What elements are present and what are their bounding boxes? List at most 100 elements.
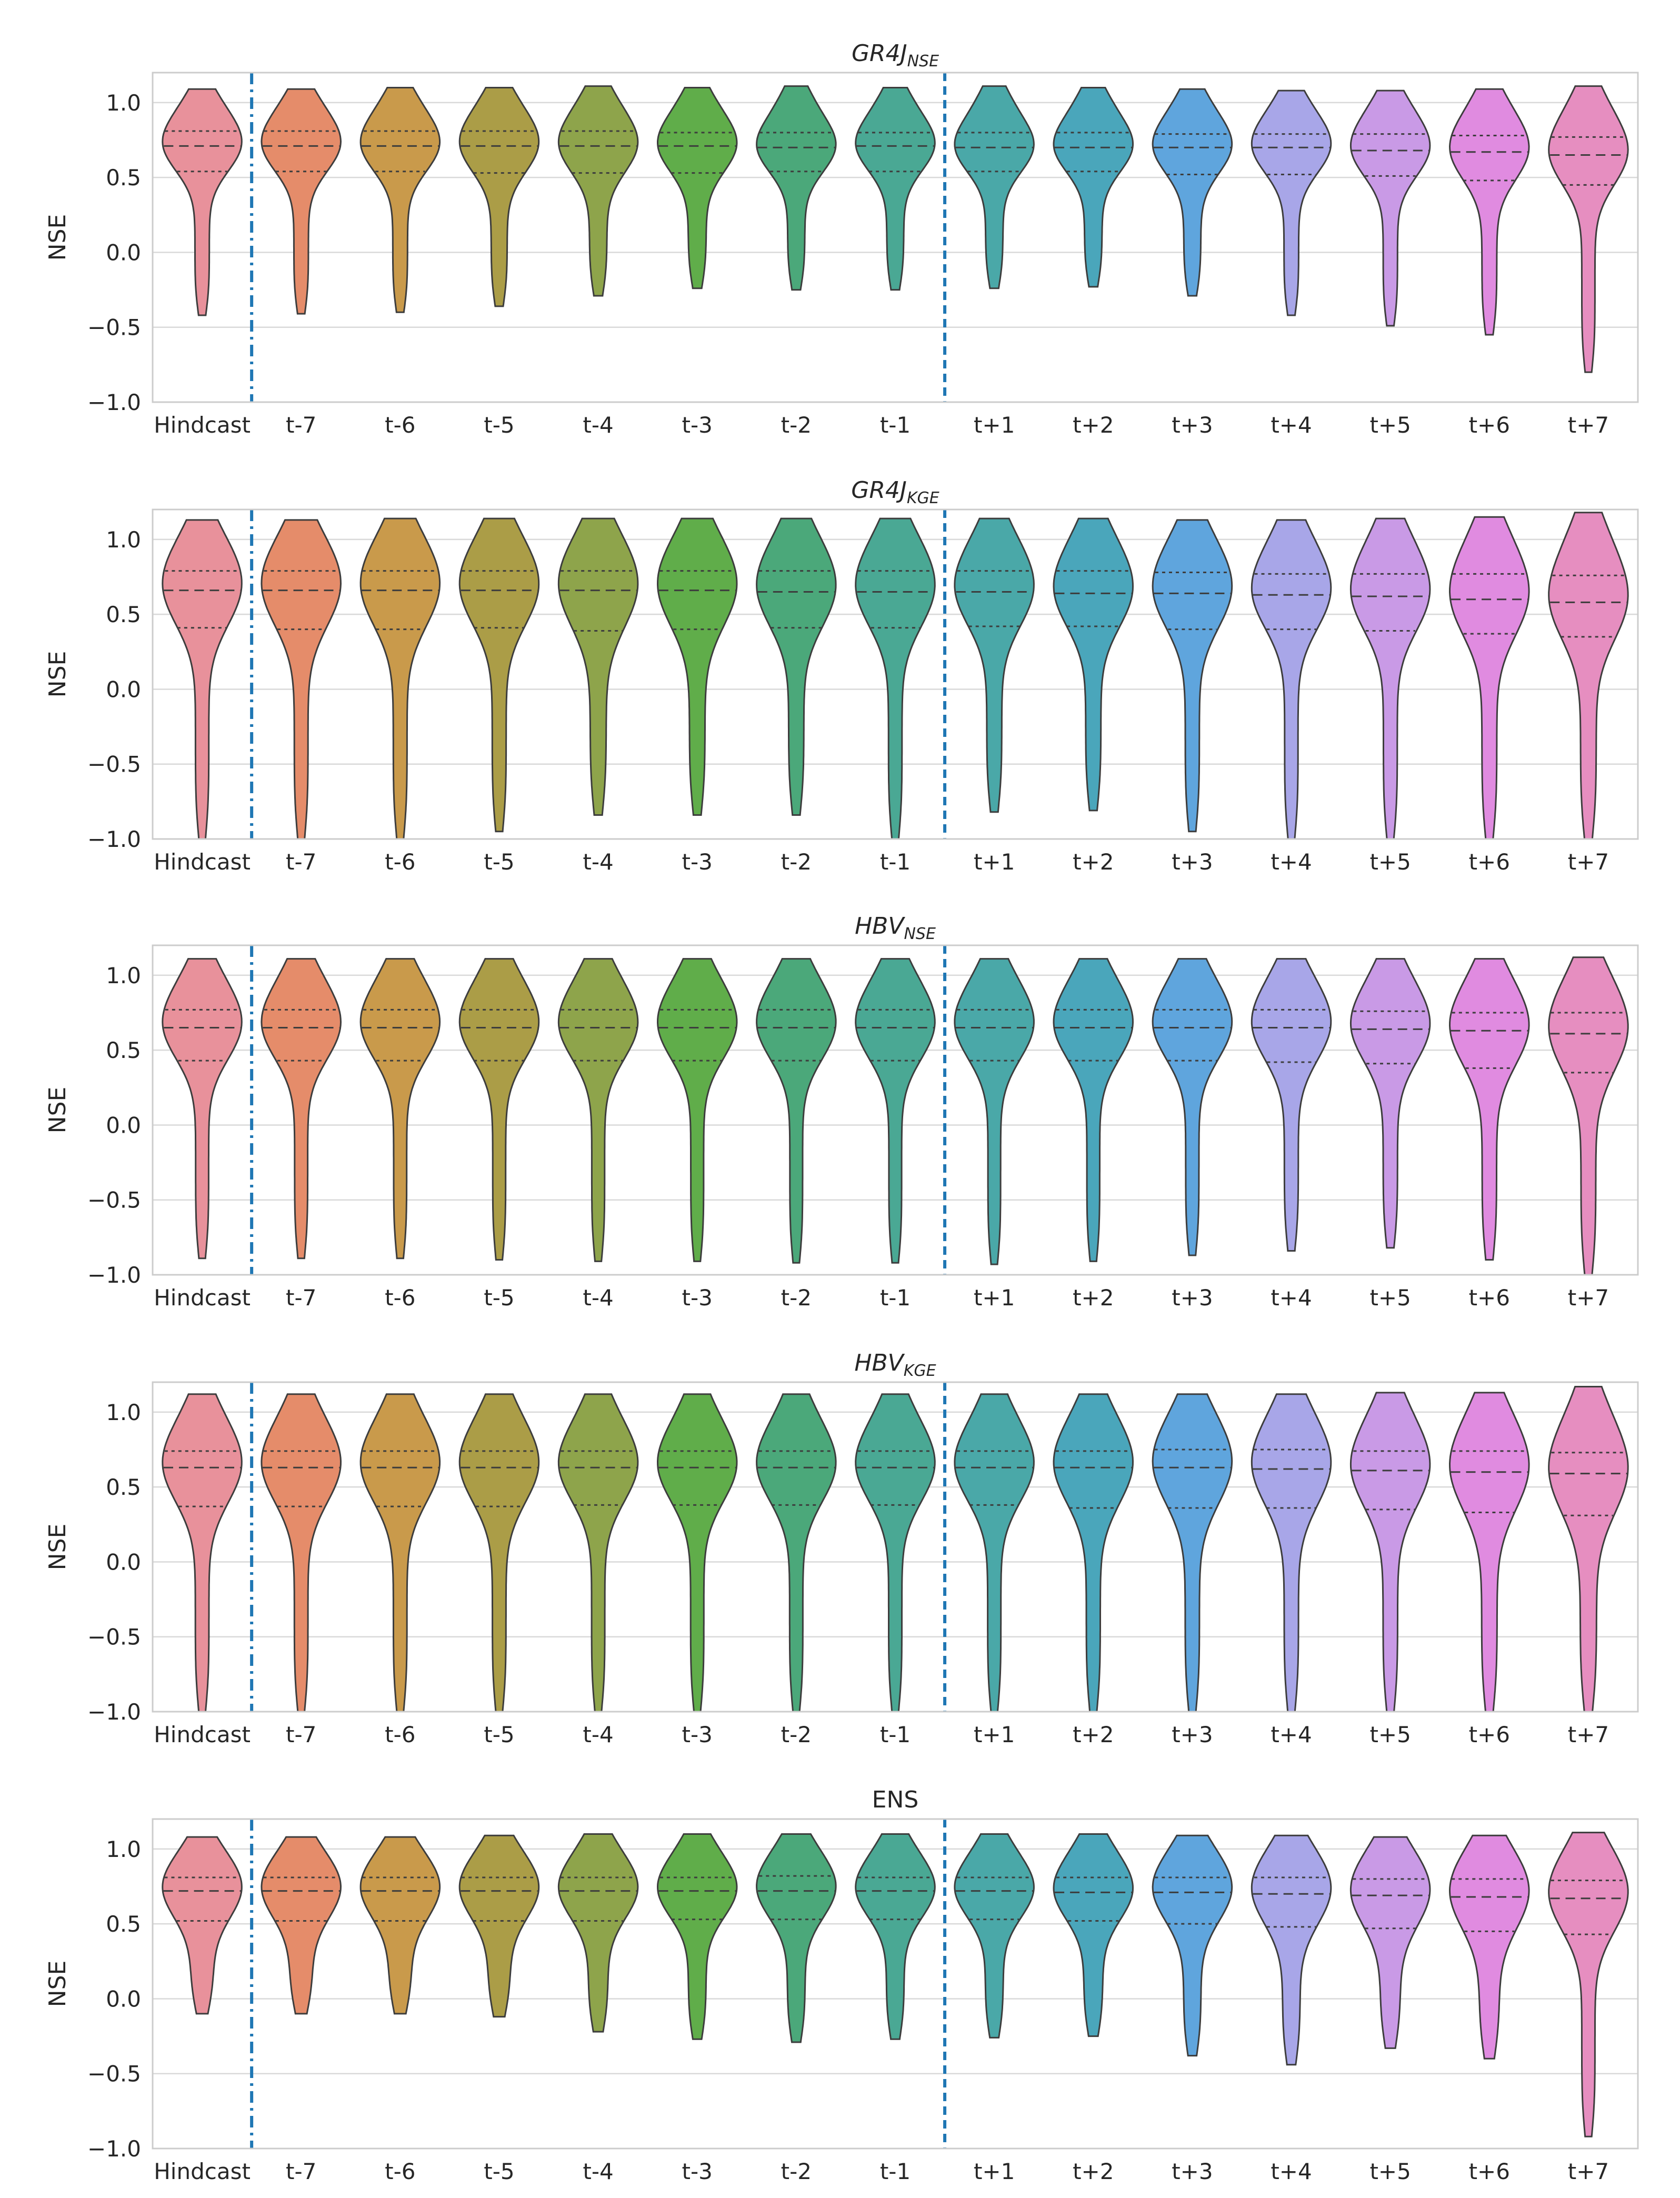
ytick-label-1: 1.0 bbox=[106, 527, 141, 553]
xtick-label-t+7: t+7 bbox=[1568, 849, 1609, 875]
xtick-label-t+5: t+5 bbox=[1369, 1722, 1411, 1747]
panel-title-subscript: NSE bbox=[904, 925, 935, 943]
violin-t-3 bbox=[656, 517, 738, 816]
panel-title-subscript: KGE bbox=[907, 489, 939, 507]
violin-Hindcast bbox=[162, 1836, 243, 2015]
violin-t-1 bbox=[855, 517, 936, 839]
violin-t-3 bbox=[657, 87, 738, 289]
violin-t-2 bbox=[756, 958, 837, 1264]
xtick-label-t+1: t+1 bbox=[974, 2159, 1015, 2184]
axes-frame bbox=[152, 72, 1639, 403]
violin-t-6 bbox=[359, 1393, 441, 1712]
violin-t-6 bbox=[359, 958, 441, 1260]
xtick-label-Hindcast: Hindcast bbox=[154, 1285, 251, 1311]
xtick-label-t+7: t+7 bbox=[1568, 412, 1609, 438]
violin-t+5 bbox=[1349, 1392, 1431, 1712]
violin-t+3 bbox=[1152, 519, 1233, 833]
panel-1: 1.0 0.5 0.0 −0.5 −1.0 Hindcast t-7 t-6 t-5 t-4 t-3… bbox=[44, 40, 1639, 438]
y-axis-label: NSE bbox=[44, 1961, 71, 2007]
violin-t-1 bbox=[855, 87, 936, 291]
violin-t+7 bbox=[1548, 85, 1629, 373]
xtick-label-t+1: t+1 bbox=[974, 1285, 1015, 1311]
xtick-label-t-5: t-5 bbox=[484, 849, 514, 875]
xtick-label-t+3: t+3 bbox=[1172, 2159, 1213, 2184]
xtick-label-t+5: t+5 bbox=[1369, 2159, 1411, 2184]
panel-title-main: GR4J bbox=[852, 40, 907, 67]
xtick-label-t+4: t+4 bbox=[1271, 2159, 1312, 2184]
violin-t-5 bbox=[458, 1834, 540, 2018]
xtick-label-t+1: t+1 bbox=[974, 849, 1015, 875]
xtick-label-t+3: t+3 bbox=[1172, 1722, 1213, 1747]
xtick-label-Hindcast: Hindcast bbox=[154, 412, 251, 438]
xtick-label-t-4: t-4 bbox=[583, 849, 613, 875]
xtick-label-t-6: t-6 bbox=[385, 1722, 415, 1747]
violin-t-2 bbox=[756, 1833, 837, 2043]
xtick-label-t+5: t+5 bbox=[1369, 412, 1411, 438]
violin-t-7 bbox=[261, 1393, 342, 1712]
xtick-label-t+7: t+7 bbox=[1568, 1722, 1609, 1747]
panel-3: 1.0 0.5 0.0 −0.5 −1.0 Hindcast t-7 t-6 t-5 t-4 t-3… bbox=[44, 913, 1639, 1311]
violin-t+6 bbox=[1448, 1834, 1530, 2060]
violin-t-7 bbox=[261, 88, 342, 315]
xtick-label-Hindcast: Hindcast bbox=[154, 849, 251, 875]
xtick-label-t+4: t+4 bbox=[1271, 849, 1312, 875]
violin-t-1 bbox=[855, 1833, 936, 2040]
xtick-label-t-3: t-3 bbox=[682, 412, 713, 438]
violins bbox=[162, 512, 1629, 839]
xtick-label-t-3: t-3 bbox=[682, 2159, 713, 2184]
violin-t+7 bbox=[1548, 1386, 1629, 1712]
xtick-label-t+6: t+6 bbox=[1469, 1722, 1510, 1747]
panel-title: HBVKGE bbox=[854, 1350, 936, 1380]
xtick-label-t+7: t+7 bbox=[1568, 1285, 1609, 1311]
violin-t+4 bbox=[1251, 89, 1332, 316]
violin-t+1 bbox=[954, 1833, 1035, 2039]
xtick-label-t+3: t+3 bbox=[1172, 849, 1213, 875]
xtick-label-t+2: t+2 bbox=[1073, 412, 1114, 438]
xtick-label-Hindcast: Hindcast bbox=[154, 1722, 251, 1747]
violin-t+5 bbox=[1349, 517, 1431, 839]
violin-t+6 bbox=[1448, 88, 1530, 336]
xtick-label-Hindcast: Hindcast bbox=[154, 2159, 251, 2184]
violin-t+3 bbox=[1152, 88, 1233, 297]
violin-t-2 bbox=[756, 517, 837, 816]
violin-Hindcast bbox=[162, 958, 243, 1260]
violin-t-1 bbox=[855, 1393, 936, 1712]
violin-t+1 bbox=[954, 1393, 1035, 1712]
xtick-label-t+4: t+4 bbox=[1271, 1722, 1312, 1747]
violin-t+5 bbox=[1349, 89, 1431, 327]
violins bbox=[162, 85, 1629, 373]
panel-title: GR4JKGE bbox=[851, 477, 939, 507]
ytick-label-1: 1.0 bbox=[106, 1400, 141, 1425]
ytick-label-2: 0.5 bbox=[106, 602, 141, 627]
violin-t-7 bbox=[261, 1836, 342, 2015]
violin-t+4 bbox=[1251, 519, 1332, 839]
axes-frame bbox=[152, 1818, 1639, 2150]
panel-title: ENS bbox=[872, 1786, 919, 1813]
ytick-label-4: −0.5 bbox=[87, 2061, 141, 2087]
xtick-label-t-4: t-4 bbox=[583, 412, 613, 438]
panel-title-main: ENS bbox=[872, 1786, 919, 1813]
violin-t+2 bbox=[1053, 87, 1134, 288]
axes-frame bbox=[152, 944, 1639, 1276]
violin-t-3 bbox=[656, 958, 738, 1262]
violin-t-5 bbox=[458, 958, 540, 1261]
xtick-label-t-4: t-4 bbox=[583, 1285, 613, 1311]
violin-t+5 bbox=[1349, 958, 1431, 1249]
xtick-label-t+7: t+7 bbox=[1568, 2159, 1609, 2184]
xtick-label-t-7: t-7 bbox=[286, 412, 316, 438]
xtick-label-t-3: t-3 bbox=[682, 1722, 713, 1747]
violin-t-1 bbox=[855, 958, 936, 1264]
violin-t+4 bbox=[1251, 958, 1332, 1252]
violin-Hindcast bbox=[162, 519, 243, 839]
xtick-label-t-2: t-2 bbox=[781, 2159, 812, 2184]
panel-5: 1.0 0.5 0.0 −0.5 −1.0 Hindcast t-7 t-6 t-5 t-4 t-3… bbox=[44, 1786, 1639, 2184]
ytick-label-3: 0.0 bbox=[106, 676, 141, 702]
xtick-label-t-1: t-1 bbox=[880, 412, 911, 438]
violin-t+7 bbox=[1548, 512, 1629, 839]
violin-t+6 bbox=[1448, 516, 1530, 839]
violin-t+6 bbox=[1448, 1392, 1530, 1712]
ytick-label-3: 0.0 bbox=[106, 239, 141, 265]
xtick-label-t+1: t+1 bbox=[974, 1722, 1015, 1747]
panel-2: 1.0 0.5 0.0 −0.5 −1.0 Hindcast t-7 t-6 t-5 t-4 t-3… bbox=[44, 477, 1639, 875]
y-axis-label: NSE bbox=[44, 1087, 71, 1134]
